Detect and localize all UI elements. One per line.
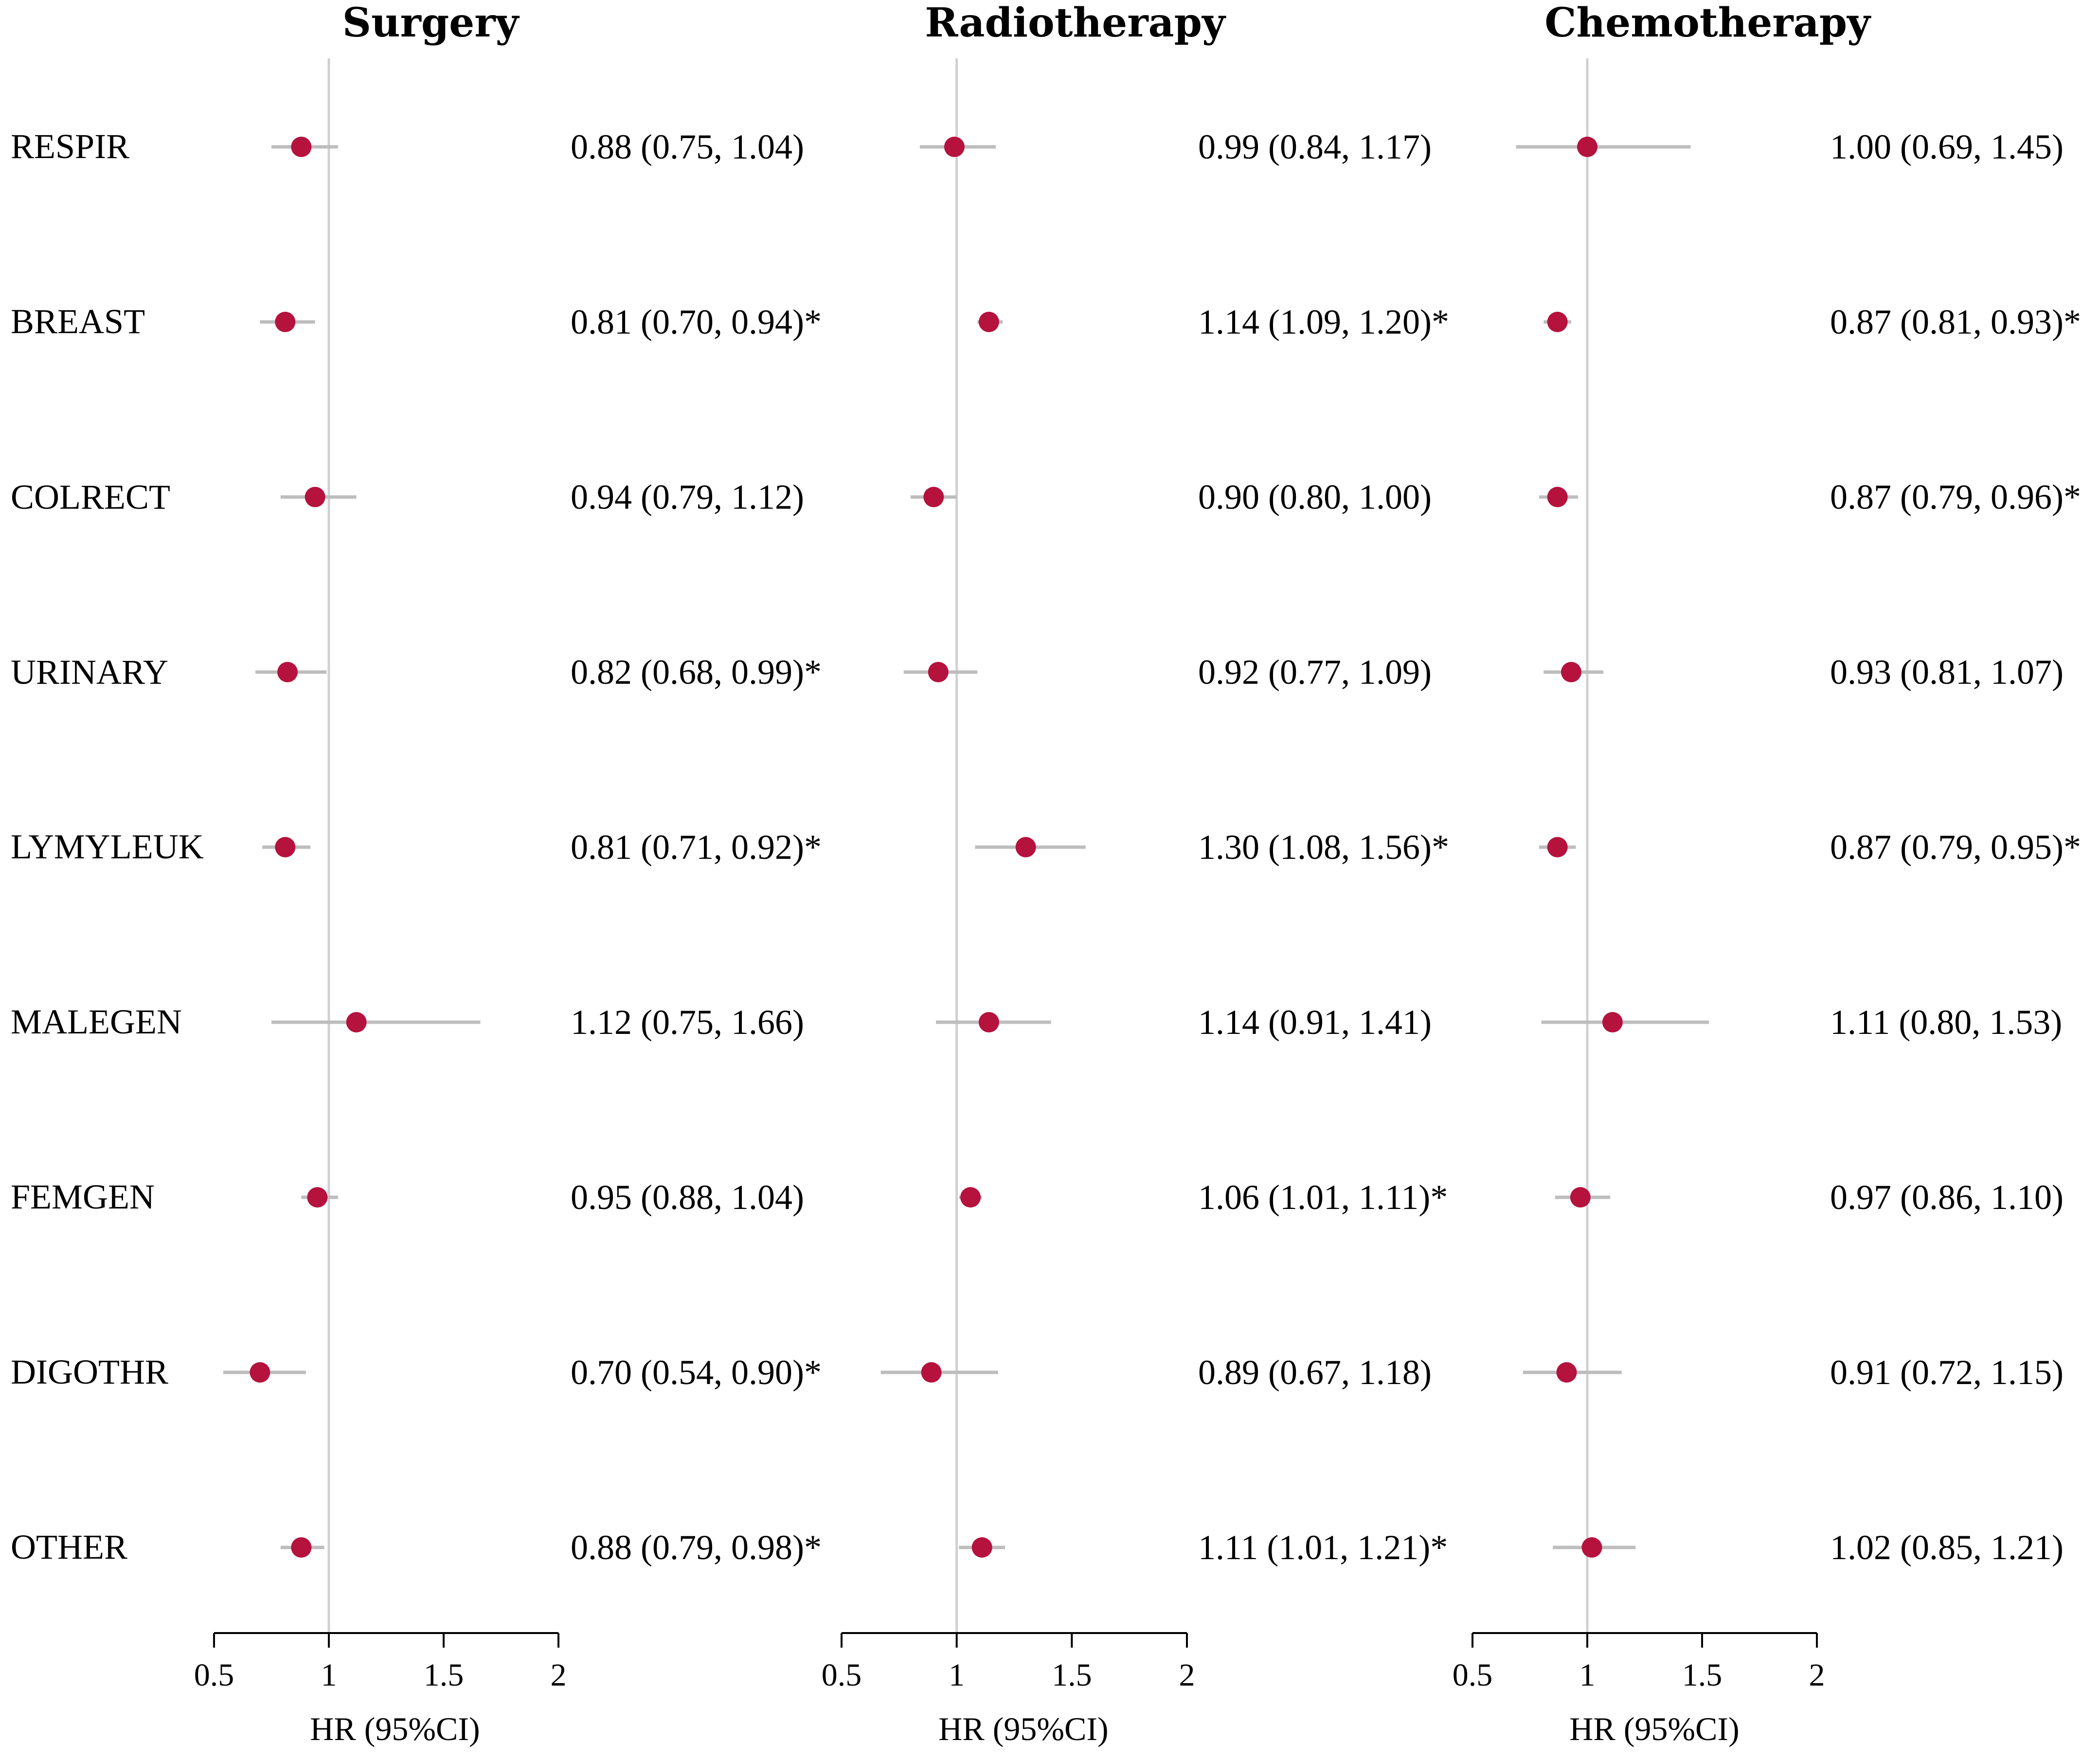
hr-point-radiotherapy	[978, 1012, 999, 1032]
x-tick-label-chemotherapy: 0.5	[1453, 1657, 1493, 1693]
x-axis-label-surgery: HR (95%CI)	[310, 1710, 480, 1747]
hr-point-chemotherapy	[1581, 1537, 1602, 1558]
x-tick-label-surgery: 1	[321, 1657, 337, 1693]
panel-title-chemotherapy: Chemotherapy	[1544, 0, 1871, 46]
row-label-breast: BREAST	[11, 302, 145, 341]
hr-point-radiotherapy	[923, 487, 944, 507]
estimate-label-surgery: 0.95 (0.88, 1.04)	[571, 1178, 804, 1217]
x-axis-label-radiotherapy: HR (95%CI)	[938, 1710, 1108, 1747]
hr-point-surgery	[277, 662, 298, 682]
hr-point-surgery	[275, 312, 296, 332]
x-tick-label-surgery: 0.5	[194, 1657, 234, 1693]
hr-point-surgery	[307, 1187, 328, 1208]
estimate-label-chemotherapy: 0.87 (0.79, 0.95)*	[1830, 828, 2081, 867]
hr-point-chemotherapy	[1561, 662, 1581, 682]
hr-point-radiotherapy	[978, 312, 999, 332]
hr-point-surgery	[346, 1012, 367, 1032]
x-tick-label-surgery: 2	[551, 1657, 567, 1693]
hr-point-chemotherapy	[1570, 1187, 1591, 1208]
estimate-label-radiotherapy: 1.30 (1.08, 1.56)*	[1198, 828, 1449, 867]
row-label-urinary: URINARY	[11, 653, 168, 692]
estimate-label-chemotherapy: 1.02 (0.85, 1.21)	[1830, 1528, 2064, 1567]
x-tick-label-radiotherapy: 2	[1179, 1657, 1195, 1693]
hr-point-surgery	[275, 837, 296, 857]
hr-point-radiotherapy	[971, 1537, 992, 1558]
estimate-label-surgery: 0.81 (0.70, 0.94)*	[571, 302, 822, 341]
hr-point-radiotherapy	[1015, 837, 1036, 857]
x-tick-label-chemotherapy: 2	[1809, 1657, 1825, 1693]
x-tick-label-radiotherapy: 1.5	[1052, 1657, 1092, 1693]
row-labels: RESPIR BREAST COLRECT URINARY LYMYLEUK M…	[11, 127, 204, 1566]
row-label-lymyleuk: LYMYLEUK	[11, 827, 204, 866]
x-tick-label-chemotherapy: 1.5	[1682, 1657, 1723, 1693]
hr-point-chemotherapy	[1602, 1012, 1623, 1032]
estimate-label-radiotherapy: 1.14 (0.91, 1.41)	[1198, 1003, 1432, 1042]
x-tick-label-radiotherapy: 1	[949, 1657, 965, 1693]
estimate-label-surgery: 0.88 (0.75, 1.04)	[571, 127, 804, 166]
estimate-label-radiotherapy: 1.14 (1.09, 1.20)*	[1198, 302, 1449, 341]
estimate-label-surgery: 1.12 (0.75, 1.66)	[571, 1003, 804, 1042]
estimate-label-radiotherapy: 0.99 (0.84, 1.17)	[1198, 127, 1432, 166]
hr-point-radiotherapy	[960, 1187, 981, 1208]
panel-chemotherapy: 0.5 1 1.5 2 1.00 (0.69, 1.45) 0.87 (0.81, 0.9…	[1453, 58, 2081, 1693]
panel-title-surgery: Surgery	[342, 0, 520, 46]
estimate-label-chemotherapy: 0.97 (0.86, 1.10)	[1830, 1178, 2064, 1217]
row-label-malegen: MALEGEN	[11, 1002, 182, 1041]
hr-point-radiotherapy	[944, 137, 965, 157]
estimate-label-radiotherapy: 1.11 (1.01, 1.21)*	[1198, 1528, 1448, 1567]
estimate-label-radiotherapy: 0.89 (0.67, 1.18)	[1198, 1353, 1432, 1392]
estimate-label-chemotherapy: 0.93 (0.81, 1.07)	[1830, 653, 2064, 692]
row-label-femgen: FEMGEN	[11, 1177, 155, 1216]
hr-point-surgery	[291, 137, 312, 157]
x-tick-label-chemotherapy: 1	[1579, 1657, 1596, 1693]
estimate-label-surgery: 0.82 (0.68, 0.99)*	[571, 653, 822, 692]
row-label-respir: RESPIR	[11, 127, 129, 166]
hr-point-chemotherapy	[1547, 837, 1568, 857]
estimate-label-radiotherapy: 0.92 (0.77, 1.09)	[1198, 653, 1432, 692]
x-tick-label-radiotherapy: 0.5	[822, 1657, 862, 1693]
panel-surgery: 0.5 1 1.5 2 0.88 (0.75, 1.04) 0.81 (0.70, 0.9…	[194, 58, 822, 1693]
estimate-label-surgery: 0.81 (0.71, 0.92)*	[571, 828, 822, 867]
panel-title-radiotherapy: Radiotherapy	[925, 0, 1226, 46]
estimate-label-chemotherapy: 1.00 (0.69, 1.45)	[1830, 127, 2064, 166]
hr-point-chemotherapy	[1547, 487, 1568, 507]
estimate-label-chemotherapy: 0.87 (0.79, 0.96)*	[1830, 478, 2081, 516]
hr-point-surgery	[291, 1537, 312, 1558]
row-label-colrect: COLRECT	[11, 478, 170, 516]
hr-point-surgery	[305, 487, 325, 507]
hr-point-chemotherapy	[1547, 312, 1568, 332]
estimate-label-surgery: 0.94 (0.79, 1.12)	[571, 478, 804, 516]
row-label-digothr: DIGOTHR	[11, 1352, 168, 1391]
estimate-label-surgery: 0.88 (0.79, 0.98)*	[571, 1528, 822, 1567]
x-axis-label-chemotherapy: HR (95%CI)	[1569, 1710, 1739, 1747]
hr-point-chemotherapy	[1577, 137, 1597, 157]
estimate-label-radiotherapy: 1.06 (1.01, 1.11)*	[1198, 1178, 1448, 1217]
x-tick-label-surgery: 1.5	[424, 1657, 464, 1693]
row-label-other: OTHER	[11, 1528, 127, 1566]
estimate-label-chemotherapy: 1.11 (0.80, 1.53)	[1830, 1003, 2062, 1042]
hr-point-surgery	[250, 1362, 270, 1383]
panel-radiotherapy: 0.5 1 1.5 2 0.99 (0.84, 1.17) 1.14 (1.09, 1.2…	[822, 58, 1449, 1693]
estimate-label-radiotherapy: 0.90 (0.80, 1.00)	[1198, 478, 1432, 516]
estimate-label-surgery: 0.70 (0.54, 0.90)*	[571, 1353, 822, 1392]
estimate-label-chemotherapy: 0.91 (0.72, 1.15)	[1830, 1353, 2064, 1392]
hr-point-chemotherapy	[1556, 1362, 1577, 1383]
hr-point-radiotherapy	[928, 662, 949, 682]
hr-point-radiotherapy	[921, 1362, 942, 1383]
estimate-label-chemotherapy: 0.87 (0.81, 0.93)*	[1830, 302, 2081, 341]
